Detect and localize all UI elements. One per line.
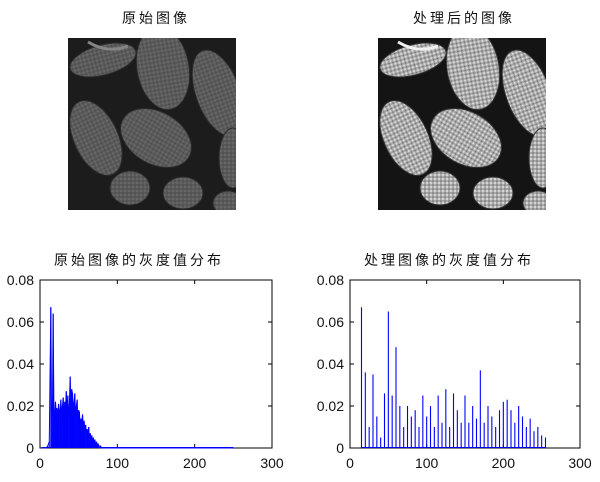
processed-image [378,38,546,210]
x-tick-label: 0 [346,455,354,471]
chart-2-title: 处理图像的灰度值分布 [364,253,534,269]
x-tick-label: 200 [183,455,207,471]
x-tick-label: 0 [36,455,44,471]
y-tick-label: 0.04 [317,356,344,372]
y-tick-label: 0.02 [317,398,344,414]
y-tick-label: 0.06 [317,314,344,330]
y-tick-label: 0 [336,440,344,456]
y-tick-label: 0.02 [7,398,34,414]
chart-1-title: 原始图像的灰度值分布 [54,253,224,269]
processed-image-title: 处理后的图像 [413,11,515,27]
original-image [68,38,236,210]
x-tick-label: 100 [415,455,439,471]
y-tick-label: 0.06 [7,314,34,330]
y-tick-label: 0.08 [317,272,344,288]
y-tick-label: 0 [26,440,34,456]
x-tick-label: 200 [492,455,516,471]
original-image-title: 原始图像 [122,11,190,27]
y-tick-label: 0.04 [7,356,34,372]
x-tick-label: 300 [260,455,284,471]
x-tick-label: 100 [106,455,130,471]
y-tick-label: 0.08 [7,272,34,288]
x-tick-label: 300 [568,455,592,471]
